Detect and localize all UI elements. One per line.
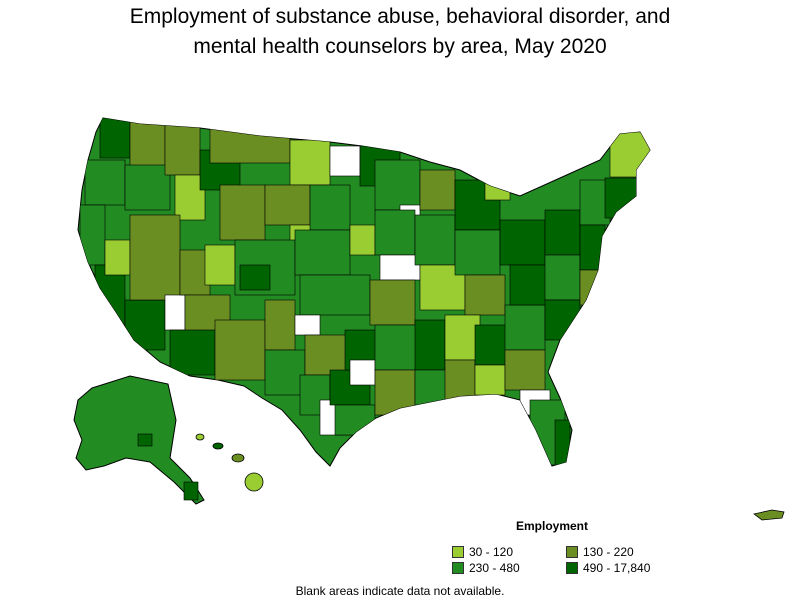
area-region — [334, 404, 376, 436]
area-region — [374, 159, 421, 211]
area-region — [504, 349, 546, 391]
legend-swatch — [566, 546, 578, 558]
legend-item-130-220: 130 - 220 — [566, 546, 634, 558]
area-region — [579, 224, 606, 271]
legend-label: 30 - 120 — [469, 545, 514, 559]
area-region — [474, 364, 506, 396]
area-region — [304, 334, 351, 376]
puerto-rico — [753, 509, 785, 521]
area-region — [554, 419, 571, 466]
area-region — [374, 369, 416, 416]
area-region — [464, 274, 506, 316]
area-region — [414, 214, 456, 266]
area-region — [349, 359, 376, 386]
area-region — [544, 254, 581, 301]
area-region — [129, 121, 166, 168]
area-region — [79, 204, 106, 266]
alaska-area-southeast — [183, 481, 199, 501]
area-region — [544, 209, 581, 256]
legend-item-30-120: 30 - 120 — [452, 546, 513, 558]
map-title: Employment of substance abuse, behaviora… — [0, 2, 800, 62]
hawaii-island-kauai — [195, 433, 205, 441]
area-region — [124, 164, 171, 211]
area-region — [484, 174, 511, 201]
area-region — [124, 299, 166, 351]
footnote: Blank areas indicate data not available. — [295, 584, 505, 598]
hawaii-island-maui — [231, 453, 245, 463]
legend-item-230-480: 230 - 480 — [452, 562, 520, 574]
area-region — [104, 239, 131, 276]
area-region — [169, 329, 216, 376]
area-region — [264, 184, 311, 226]
area-region — [499, 219, 546, 266]
hawaii — [195, 433, 264, 492]
area-region — [509, 264, 551, 306]
area-region — [419, 169, 456, 211]
area-region — [309, 184, 351, 231]
legend-swatch — [452, 562, 464, 574]
legend-item-490-17840: 490 - 17,840 — [566, 562, 650, 574]
area-region — [454, 229, 501, 276]
area-region — [239, 264, 271, 291]
area-region — [204, 244, 236, 286]
map-title-line-2: mental health counselors by area, May 20… — [193, 35, 607, 58]
legend-title: Employment — [516, 519, 589, 533]
alaska-area-anchorage — [137, 433, 153, 447]
area-region — [264, 349, 306, 396]
area-region — [209, 127, 291, 164]
area-region — [289, 139, 331, 186]
area-region — [84, 159, 126, 206]
area-region — [379, 254, 421, 281]
area-region — [349, 224, 376, 256]
area-region — [454, 179, 501, 231]
hawaii-island-big — [244, 472, 264, 492]
area-region — [504, 304, 546, 351]
legend-label: 490 - 17,840 — [583, 561, 651, 575]
legend-swatch — [566, 562, 578, 574]
area-region — [579, 269, 601, 306]
area-region — [414, 319, 446, 371]
legend-swatch — [452, 546, 464, 558]
area-region — [374, 209, 416, 256]
area-region — [294, 314, 321, 336]
map-title-line-1: Employment of substance abuse, behaviora… — [129, 5, 671, 28]
area-region — [214, 319, 266, 381]
area-region — [414, 369, 451, 406]
area-region — [329, 145, 361, 177]
area-region — [164, 124, 201, 176]
area-region — [474, 324, 511, 366]
area-region — [129, 214, 181, 301]
legend-label: 230 - 480 — [469, 561, 520, 575]
area-region — [444, 314, 481, 361]
area-region — [99, 118, 131, 159]
area-region — [544, 299, 581, 341]
area-region — [374, 324, 421, 371]
area-region — [264, 299, 296, 351]
area-region — [444, 359, 476, 401]
area-region — [299, 274, 371, 316]
area-region — [294, 229, 351, 276]
area-region — [164, 294, 186, 331]
area-region — [369, 279, 416, 326]
area-region — [219, 184, 266, 241]
hawaii-island-oahu — [212, 442, 224, 450]
area-region — [604, 177, 641, 219]
legend-label: 130 - 220 — [583, 545, 634, 559]
